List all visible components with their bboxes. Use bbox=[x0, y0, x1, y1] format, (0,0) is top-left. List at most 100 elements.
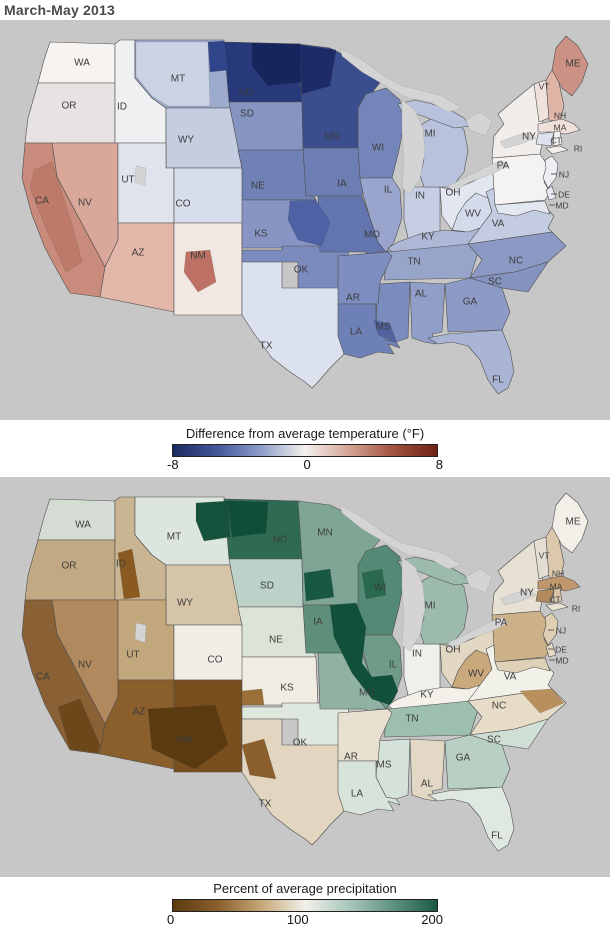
state-label-ky: KY bbox=[420, 690, 434, 701]
state-label-me: ME bbox=[566, 59, 581, 70]
state-label-ma: MA bbox=[554, 123, 567, 133]
state-label-ms: MS bbox=[376, 322, 391, 333]
state-label-ut: UT bbox=[126, 650, 139, 661]
division-patch-b_wi_c bbox=[361, 568, 387, 600]
state-label-wi: WI bbox=[372, 143, 384, 154]
state-label-nj: NJ bbox=[559, 170, 569, 180]
state-label-ks: KS bbox=[254, 229, 268, 240]
state-or bbox=[24, 82, 116, 144]
state-label-mt: MT bbox=[167, 532, 181, 543]
state-label-va: VA bbox=[504, 672, 517, 683]
state-label-ar: AR bbox=[344, 752, 358, 763]
state-label-ny: NY bbox=[522, 132, 536, 143]
state-label-ny: NY bbox=[520, 588, 534, 599]
temperature-colorbar bbox=[172, 444, 438, 457]
state-label-sd: SD bbox=[240, 109, 254, 120]
state-label-va: VA bbox=[492, 219, 505, 230]
state-label-al: AL bbox=[421, 779, 434, 790]
state-label-az: AZ bbox=[133, 707, 146, 718]
state-label-de: DE bbox=[555, 645, 567, 655]
state-label-pa: PA bbox=[497, 161, 510, 172]
great-salt-lake bbox=[134, 165, 147, 187]
state-label-ne: NE bbox=[251, 181, 265, 192]
state-label-co: CO bbox=[208, 655, 223, 666]
state-tn bbox=[383, 696, 483, 738]
temperature-tick-mid: 0 bbox=[303, 457, 311, 472]
state-ma bbox=[537, 575, 581, 592]
state-la bbox=[337, 760, 401, 816]
state-label-oh: OH bbox=[446, 188, 461, 199]
state-label-ms: MS bbox=[377, 760, 392, 771]
state-tx bbox=[241, 718, 363, 846]
state-ct bbox=[535, 588, 555, 604]
state-md bbox=[494, 200, 551, 217]
division-patch-b_mn_sw bbox=[303, 568, 335, 602]
state-label-mo: MO bbox=[359, 688, 375, 699]
state-ma bbox=[537, 118, 581, 135]
division-patch-b_id_s bbox=[117, 548, 141, 600]
precipitation-legend: Percent of average precipitation 0 100 2… bbox=[0, 877, 610, 930]
state-label-co: CO bbox=[176, 199, 191, 210]
lake-huron bbox=[465, 568, 493, 594]
state-label-ok: OK bbox=[293, 738, 308, 749]
lake-superior bbox=[339, 47, 463, 113]
division-patch-b_ca_s bbox=[57, 698, 101, 754]
state-ri bbox=[552, 130, 563, 147]
precipitation-legend-title: Percent of average precipitation bbox=[213, 881, 397, 896]
state-label-mi: MI bbox=[424, 601, 435, 612]
state-label-ri: RI bbox=[572, 604, 581, 614]
state-label-nh: NH bbox=[552, 569, 564, 579]
state-label-nh: NH bbox=[554, 111, 566, 121]
division-patch-b_nc_ne bbox=[519, 688, 565, 714]
lake-ontario bbox=[499, 131, 537, 149]
page-title: March-May 2013 bbox=[4, 2, 115, 18]
state-label-ga: GA bbox=[456, 753, 471, 764]
state-label-la: LA bbox=[351, 789, 364, 800]
state-label-ne: NE bbox=[269, 635, 283, 646]
state-nj bbox=[542, 155, 559, 189]
state-label-nm: NM bbox=[190, 251, 206, 262]
state-label-oh: OH bbox=[446, 645, 461, 656]
state-label-in: IN bbox=[412, 649, 422, 660]
state-label-sd: SD bbox=[260, 581, 274, 592]
state-label-nm: NM bbox=[176, 735, 192, 746]
state-label-nd: ND bbox=[239, 88, 253, 99]
state-label-md: MD bbox=[555, 201, 568, 211]
division-patch-t_ca_i bbox=[29, 161, 83, 273]
state-ny-li bbox=[545, 602, 569, 612]
state-label-ca: CA bbox=[35, 196, 49, 207]
state-label-tx: TX bbox=[260, 341, 273, 352]
state-label-fl: FL bbox=[492, 375, 504, 386]
precipitation-map: WA OR CA NV ID MT WY UT CO AZ NM ND SD NE KS OK TX MN IA MO… bbox=[21, 492, 589, 852]
division-patch-b_ks_sw bbox=[241, 688, 265, 706]
temperature-legend-title: Difference from average temperature (°F) bbox=[185, 426, 425, 441]
temperature-legend: Difference from average temperature (°F)… bbox=[0, 420, 610, 477]
state-label-ar: AR bbox=[346, 293, 360, 304]
state-label-tn: TN bbox=[407, 257, 420, 268]
division-patch-b_mt_ne bbox=[195, 500, 231, 542]
state-ga bbox=[444, 277, 511, 333]
state-label-al: AL bbox=[415, 289, 428, 300]
state-tx bbox=[241, 261, 363, 389]
state-label-in: IN bbox=[415, 191, 425, 202]
state-al bbox=[409, 738, 446, 802]
state-label-mo: MO bbox=[364, 230, 380, 241]
state-label-ct: CT bbox=[550, 136, 561, 146]
state-label-md: MD bbox=[555, 656, 568, 666]
precipitation-tick-mid: 100 bbox=[286, 912, 309, 927]
state-label-la: LA bbox=[350, 327, 363, 338]
state-label-ct: CT bbox=[549, 595, 560, 605]
state-label-az: AZ bbox=[132, 248, 145, 259]
state-label-tx: TX bbox=[259, 799, 272, 810]
state-label-fl: FL bbox=[491, 831, 503, 842]
division-patch-t_mn_nw bbox=[299, 44, 337, 95]
division-patch-t_mt_ne bbox=[207, 40, 229, 73]
precipitation-colorbar bbox=[172, 899, 438, 912]
state-label-me: ME bbox=[566, 517, 581, 528]
state-label-ca: CA bbox=[36, 672, 50, 683]
state-label-wa: WA bbox=[75, 520, 91, 531]
lake-michigan bbox=[401, 99, 426, 195]
state-nj bbox=[542, 612, 559, 646]
state-md bbox=[494, 657, 551, 674]
state-label-id: ID bbox=[117, 102, 127, 113]
